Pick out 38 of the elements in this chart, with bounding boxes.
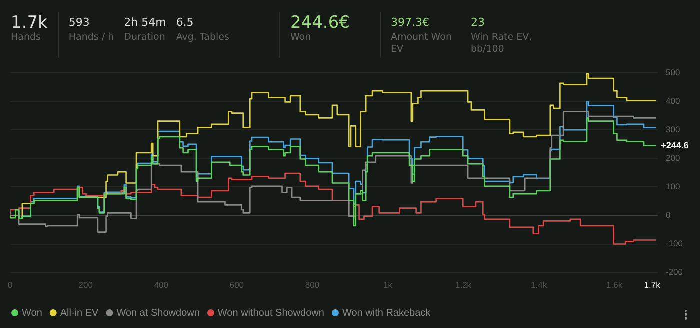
- y-tick-label: 400: [666, 96, 680, 106]
- legend-label: Won without Showdown: [218, 308, 324, 319]
- x-tick-label: 200: [78, 280, 94, 290]
- x-tick-label: 600: [230, 280, 244, 290]
- text: 244.6€: [290, 12, 350, 33]
- text: 593: [68, 15, 91, 31]
- annotation: +244.6: [661, 140, 689, 150]
- text: 2h 54m: [124, 15, 166, 31]
- text: 6.5: [176, 15, 195, 31]
- x-tick-label: 400: [154, 280, 169, 290]
- legend-label: Won: [22, 308, 42, 319]
- y-tick-label: 300: [666, 124, 680, 134]
- y-tick-label: -100: [666, 238, 684, 249]
- text: 23: [470, 15, 486, 31]
- x-tick-label: 800: [305, 280, 320, 290]
- text: 397.3€: [390, 15, 430, 31]
- text: Duration: [124, 32, 166, 44]
- y-tick-label: 500: [666, 67, 680, 78]
- text: 1.7k: [11, 12, 48, 33]
- legend-label: Won at Showdown: [116, 308, 200, 319]
- legend-label: Won with Rakeback: [342, 308, 432, 319]
- text: Hands / h: [68, 32, 114, 44]
- x-tick-label: 1.6k: [606, 280, 624, 290]
- x-tick-label: 1k: [384, 280, 394, 290]
- x-tick-label: 1.2k: [455, 280, 472, 290]
- x-tick-label: 1.4k: [531, 280, 548, 290]
- text: Won: [290, 32, 312, 44]
- text: Avg. Tables: [176, 32, 230, 44]
- x-tick-label: 1.7k: [644, 280, 662, 290]
- legend-label: All-in EV: [60, 308, 100, 319]
- text: Win Rate EV, bb/100: [470, 32, 534, 56]
- x-tick-label: 0: [8, 280, 13, 290]
- text: Amount Won EV: [390, 32, 453, 56]
- y-tick-label: 200: [666, 153, 680, 164]
- text: Hands: [11, 32, 42, 44]
- y-tick-label: 0: [666, 210, 671, 220]
- y-tick-label: 100: [666, 182, 680, 192]
- y-tick-label: -200: [666, 267, 684, 278]
